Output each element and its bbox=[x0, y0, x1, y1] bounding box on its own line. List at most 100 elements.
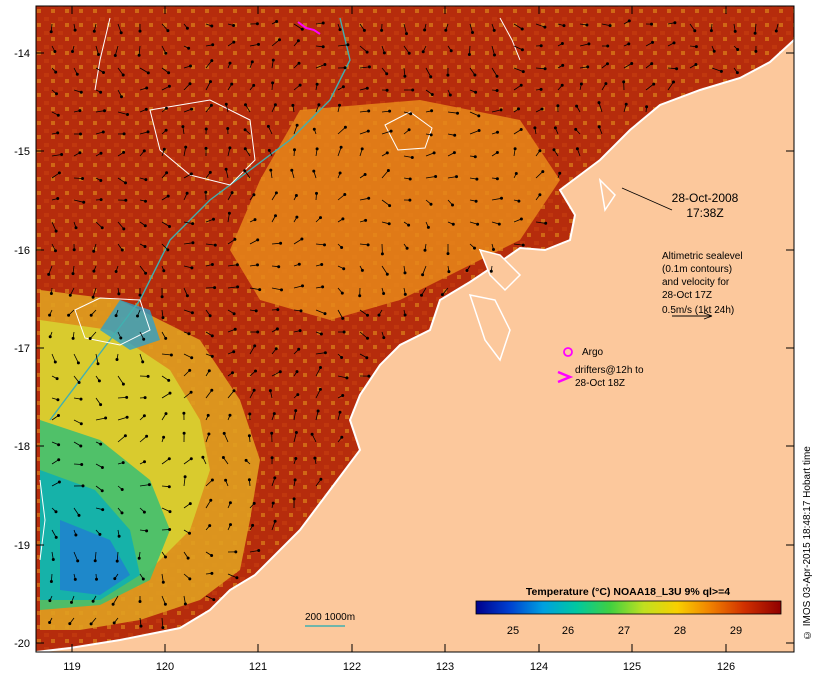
velocity-arrow-head bbox=[278, 39, 280, 41]
velocity-arrow-head bbox=[279, 371, 281, 373]
velocity-arrow-head bbox=[80, 398, 82, 400]
velocity-arrow-head bbox=[449, 94, 451, 96]
velocity-arrow-head bbox=[191, 357, 193, 359]
velocity-arrow-head bbox=[74, 578, 76, 580]
velocity-arrow-head bbox=[301, 238, 303, 240]
velocity-arrow-head bbox=[300, 310, 302, 312]
velocity-arrow-head bbox=[339, 29, 341, 31]
velocity-arrow-head bbox=[476, 178, 478, 180]
velocity-arrow-head bbox=[210, 499, 212, 501]
velocity-arrow-head bbox=[448, 271, 450, 273]
velocity-arrow-head bbox=[424, 29, 426, 31]
velocity-arrow-head bbox=[534, 127, 536, 129]
velocity-arrow-head bbox=[146, 530, 148, 532]
velocity-arrow-head bbox=[368, 375, 370, 377]
velocity-arrow-head bbox=[316, 148, 318, 150]
velocity-arrow-head bbox=[253, 389, 255, 391]
velocity-arrow-head bbox=[580, 83, 582, 85]
velocity-arrow-head bbox=[144, 397, 146, 399]
velocity-arrow-head bbox=[515, 172, 517, 174]
velocity-scale-label: 0.5m/s (1kt 24h) bbox=[662, 305, 734, 316]
velocity-arrow-head bbox=[122, 74, 124, 76]
velocity-arrow-head bbox=[202, 456, 204, 458]
velocity-arrow-head bbox=[168, 225, 170, 227]
velocity-arrow-head bbox=[517, 108, 519, 110]
velocity-arrow-head bbox=[561, 84, 563, 86]
velocity-arrow-head bbox=[296, 124, 298, 126]
velocity-arrow-head bbox=[609, 25, 611, 27]
velocity-arrow-head bbox=[496, 89, 498, 91]
velocity-arrow-head bbox=[653, 83, 655, 85]
velocity-arrow-head bbox=[344, 126, 346, 128]
velocity-arrow-head bbox=[542, 171, 544, 173]
velocity-arrow-head bbox=[102, 509, 104, 511]
velocity-arrow-head bbox=[209, 525, 211, 527]
velocity-arrow-head bbox=[72, 273, 74, 275]
velocity-arrow-head bbox=[120, 337, 122, 339]
velocity-arrow-head bbox=[138, 54, 140, 56]
velocity-arrow-head bbox=[694, 30, 696, 32]
velocity-arrow-head bbox=[103, 110, 105, 112]
velocity-arrow-head bbox=[183, 412, 185, 414]
velocity-arrow-head bbox=[124, 435, 126, 437]
colorbar-tick-label: 28 bbox=[674, 625, 686, 637]
velocity-arrow-head bbox=[493, 54, 495, 56]
lat-tick-label: -20 bbox=[14, 638, 30, 650]
velocity-arrow-head bbox=[71, 50, 73, 52]
velocity-arrow-head bbox=[116, 358, 118, 360]
velocity-arrow-head bbox=[210, 104, 212, 106]
velocity-arrow-head bbox=[165, 337, 167, 339]
velocity-arrow-head bbox=[272, 59, 274, 61]
velocity-arrow-head bbox=[420, 294, 422, 296]
velocity-arrow-head bbox=[342, 394, 344, 396]
velocity-arrow-head bbox=[101, 227, 103, 229]
velocity-arrow-head bbox=[78, 514, 80, 516]
velocity-arrow-head bbox=[453, 152, 455, 154]
velocity-arrow-head bbox=[257, 331, 259, 333]
velocity-arrow-head bbox=[164, 556, 166, 558]
lat-tick-label: -19 bbox=[14, 540, 30, 552]
velocity-arrow-head bbox=[324, 352, 326, 354]
velocity-arrow-head bbox=[496, 131, 498, 133]
velocity-arrow-head bbox=[191, 267, 193, 269]
velocity-arrow-head bbox=[586, 24, 588, 26]
velocity-arrow-head bbox=[492, 248, 494, 250]
velocity-arrow-head bbox=[144, 225, 146, 227]
drifters-label-line: drifters@12h to bbox=[575, 365, 644, 376]
velocity-arrow-head bbox=[267, 125, 269, 127]
velocity-arrow-head bbox=[427, 226, 429, 228]
velocity-arrow-head bbox=[97, 53, 99, 55]
velocity-arrow-head bbox=[390, 130, 392, 132]
velocity-arrow-head bbox=[295, 457, 297, 459]
velocity-arrow-head bbox=[563, 25, 565, 27]
velocity-arrow-head bbox=[76, 73, 78, 75]
velocity-arrow-head bbox=[50, 580, 52, 582]
velocity-arrow-head bbox=[368, 66, 370, 68]
velocity-arrow-head bbox=[142, 361, 144, 363]
velocity-arrow-head bbox=[451, 204, 453, 206]
velocity-arrow-head bbox=[147, 72, 149, 74]
velocity-arrow-head bbox=[297, 40, 299, 42]
velocity-arrow-head bbox=[225, 103, 227, 105]
velocity-arrow-head bbox=[139, 294, 141, 296]
velocity-arrow-head bbox=[251, 61, 253, 63]
velocity-arrow-head bbox=[363, 29, 365, 31]
velocity-arrow-head bbox=[234, 238, 236, 240]
velocity-arrow-head bbox=[292, 104, 294, 106]
velocity-arrow-head bbox=[520, 218, 522, 220]
velocity-arrow-head bbox=[75, 227, 77, 229]
velocity-arrow-head bbox=[167, 249, 169, 251]
velocity-arrow-head bbox=[342, 218, 344, 220]
velocity-arrow-head bbox=[56, 378, 58, 380]
velocity-arrow-head bbox=[58, 444, 60, 446]
velocity-arrow-head bbox=[208, 433, 210, 435]
velocity-arrow-head bbox=[212, 44, 214, 46]
velocity-arrow-head bbox=[447, 253, 449, 255]
velocity-arrow-head bbox=[313, 128, 315, 130]
velocity-arrow-head bbox=[58, 481, 60, 483]
velocity-arrow-head bbox=[562, 64, 564, 66]
velocity-arrow-head bbox=[455, 176, 457, 178]
velocity-arrow-head bbox=[54, 250, 56, 252]
velocity-arrow-head bbox=[166, 172, 168, 174]
